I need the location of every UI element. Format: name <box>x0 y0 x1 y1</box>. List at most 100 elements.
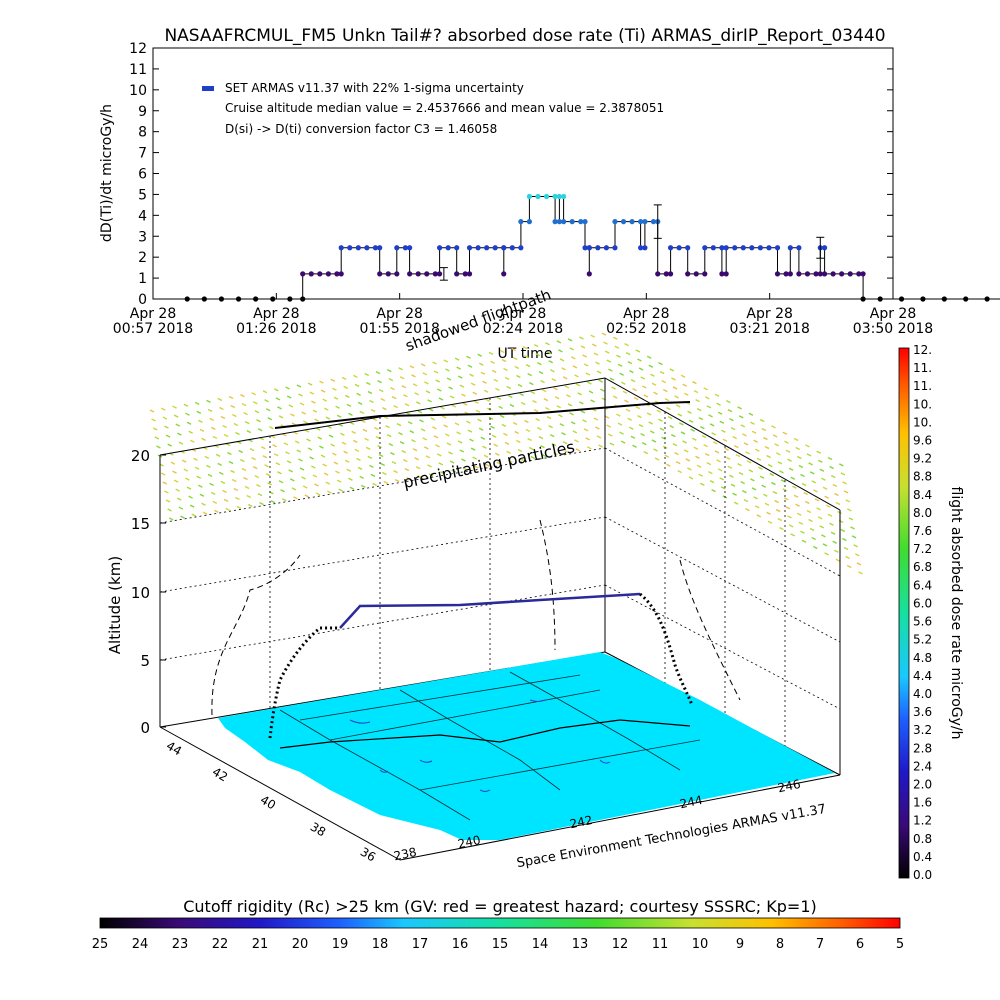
dose-particle <box>201 502 206 506</box>
dose-particle <box>658 418 663 422</box>
dose-particle <box>706 405 712 409</box>
rigidity-colorbar-tick: 24 <box>132 937 149 952</box>
dose-particle <box>149 409 155 413</box>
dose-particle <box>675 404 681 408</box>
dose-particle <box>353 374 358 379</box>
dose-rate-point <box>586 271 592 277</box>
dose-particle <box>310 465 316 469</box>
dose-particle <box>185 412 190 416</box>
dose-particle <box>538 435 544 440</box>
dose-particle <box>412 383 418 387</box>
dose-particle <box>433 370 439 374</box>
dose-particle <box>370 408 376 413</box>
dose-particle <box>477 418 482 422</box>
dose-particle <box>286 395 292 399</box>
dose-particle <box>833 549 839 553</box>
dose-rate-point <box>796 271 802 277</box>
dose-particle <box>459 384 465 388</box>
dose-particle <box>750 421 755 425</box>
dose-particle <box>278 480 284 484</box>
dose-particle <box>482 380 487 384</box>
dose-particle <box>354 448 360 452</box>
dose-particle <box>231 413 237 418</box>
dose-particle <box>231 478 237 483</box>
dose-colorbar-tick: 10. <box>913 397 932 411</box>
dose-particle <box>433 435 439 439</box>
dose-particle <box>311 400 316 404</box>
dose-particle <box>743 442 749 446</box>
x-tick-time: 00:57 2018 <box>113 321 193 337</box>
legend-line-1: SET ARMAS v11.37 with 22% 1-sigma uncert… <box>225 81 524 95</box>
dose-particle <box>574 374 579 378</box>
dose-particle <box>319 445 324 449</box>
dose-particle <box>784 440 789 444</box>
dose-particle <box>244 485 250 490</box>
dose-particle <box>572 430 578 434</box>
dose-particle <box>680 431 686 435</box>
dose-particle <box>167 508 172 512</box>
dose-particle <box>312 474 318 478</box>
y-tick-label: 7 <box>138 146 147 162</box>
dose-particle <box>386 433 392 438</box>
box-floor-left-edge <box>159 726 401 861</box>
dose-particle <box>808 462 813 466</box>
dose-particle <box>677 469 683 474</box>
dose-particle <box>788 524 794 528</box>
latitude-tick-label: 42 <box>210 765 230 785</box>
dose-particle <box>333 396 339 400</box>
dose-particle <box>672 386 678 390</box>
dose-rate-point <box>184 296 190 302</box>
dose-particle <box>546 416 552 420</box>
dose-particle <box>223 433 229 438</box>
dose-particle <box>572 365 578 369</box>
dose-particle <box>835 558 841 562</box>
dose-particle <box>559 358 565 362</box>
dose-particle <box>674 395 679 399</box>
dose-particle <box>519 457 524 462</box>
dose-particle <box>478 427 484 431</box>
rigidity-colorbar-tick: 11 <box>652 937 669 952</box>
dose-particle <box>414 392 420 396</box>
dose-particle <box>461 458 466 462</box>
dose-particle <box>343 385 349 389</box>
dose-particle <box>228 395 234 400</box>
dose-colorbar-tick: 9.6 <box>913 434 932 448</box>
dose-particle <box>858 571 863 575</box>
rigidity-colorbar-tick: 15 <box>492 937 509 952</box>
dose-particle <box>485 463 490 467</box>
dose-particle <box>587 381 592 385</box>
dose-particle <box>536 426 542 431</box>
legend-line-2: Cruise altitude median value = 2.4537666… <box>225 101 664 115</box>
dose-particle <box>590 399 595 403</box>
dose-particle <box>599 388 605 392</box>
dose-particle <box>580 410 586 414</box>
dose-particle <box>640 376 646 380</box>
dose-particle <box>740 424 746 428</box>
dose-particle <box>646 412 652 416</box>
dose-particle <box>801 539 807 543</box>
dose-colorbar-tick: 5.6 <box>913 615 932 629</box>
y-tick-label: 3 <box>138 229 147 245</box>
dose-particle <box>764 445 770 450</box>
dose-particle <box>753 496 758 500</box>
dose-particle <box>501 423 507 427</box>
dose-particle <box>516 374 521 379</box>
dose-particle <box>541 389 547 393</box>
dose-particle <box>761 427 767 432</box>
altitude-tick-label: 20 <box>131 447 150 465</box>
dose-colorbar-tick: 3.6 <box>913 705 932 719</box>
box-floor-front-edge <box>399 774 841 861</box>
dose-particle <box>803 491 809 496</box>
dose-particle <box>451 404 457 408</box>
dose-particle <box>714 393 720 397</box>
altitude-axis-label: Altitude (km) <box>106 556 124 654</box>
dose-particle <box>721 429 726 433</box>
dose-particle <box>533 344 539 348</box>
rigidity-colorbar-tick: 14 <box>532 937 549 952</box>
dose-particle <box>643 394 649 398</box>
dose-particle <box>843 490 849 494</box>
dose-rate-point <box>338 271 344 277</box>
dose-rate-point <box>638 219 644 225</box>
rigidity-colorbar-tick: 23 <box>172 937 189 952</box>
latitude-axis: 44 42 40 38 36 <box>164 739 378 865</box>
